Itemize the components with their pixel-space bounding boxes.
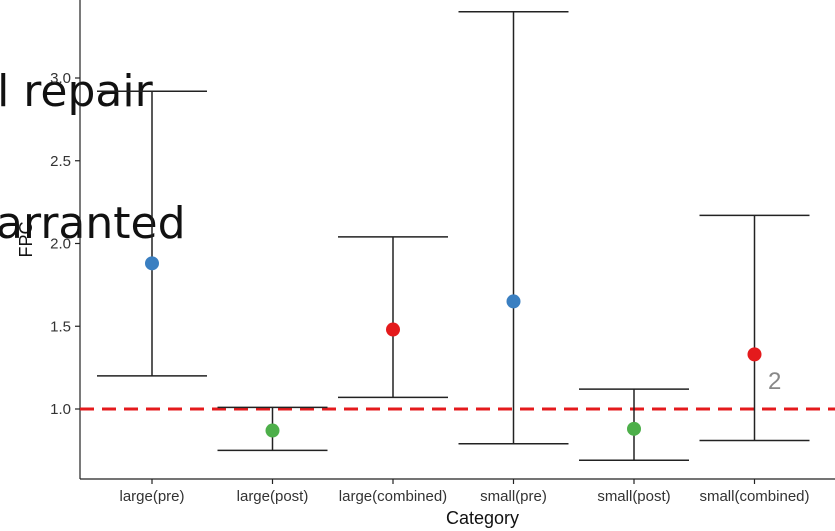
y-tick-label: 1.5 <box>50 318 71 335</box>
x-axis-title: Category <box>446 508 519 528</box>
point-estimate <box>386 322 400 337</box>
x-tick-label: small(pre) <box>480 488 547 505</box>
y-tick-label: 1.0 <box>50 401 71 418</box>
y-tick-label: 3.0 <box>50 70 71 87</box>
x-tick-label: small(post) <box>597 488 670 505</box>
x-tick-label: large(post) <box>237 488 309 505</box>
x-tick-label: large(combined) <box>339 488 447 505</box>
x-tick-label: large(pre) <box>119 488 184 505</box>
x-tick-label: small(combined) <box>699 488 809 505</box>
y-tick-label: 2.0 <box>50 236 71 253</box>
point-estimate <box>747 347 762 362</box>
plot-area: 1.0 1.5 2.0 2.5 3.0 large(pre) large(post) larg… <box>50 0 835 505</box>
y-tick-label: 2.5 <box>50 153 71 170</box>
overlay-title: el repair varranted <box>0 0 186 290</box>
y-axis-title: FPC <box>16 221 36 257</box>
annotation-label: 2 <box>768 368 781 395</box>
point-estimate <box>627 421 641 436</box>
overlay-title-line-2: varranted <box>0 198 186 249</box>
point-estimate <box>506 294 521 309</box>
point-estimate <box>265 423 280 438</box>
overlay-title-line-1: el repair <box>0 66 153 117</box>
point-estimate <box>145 256 159 271</box>
